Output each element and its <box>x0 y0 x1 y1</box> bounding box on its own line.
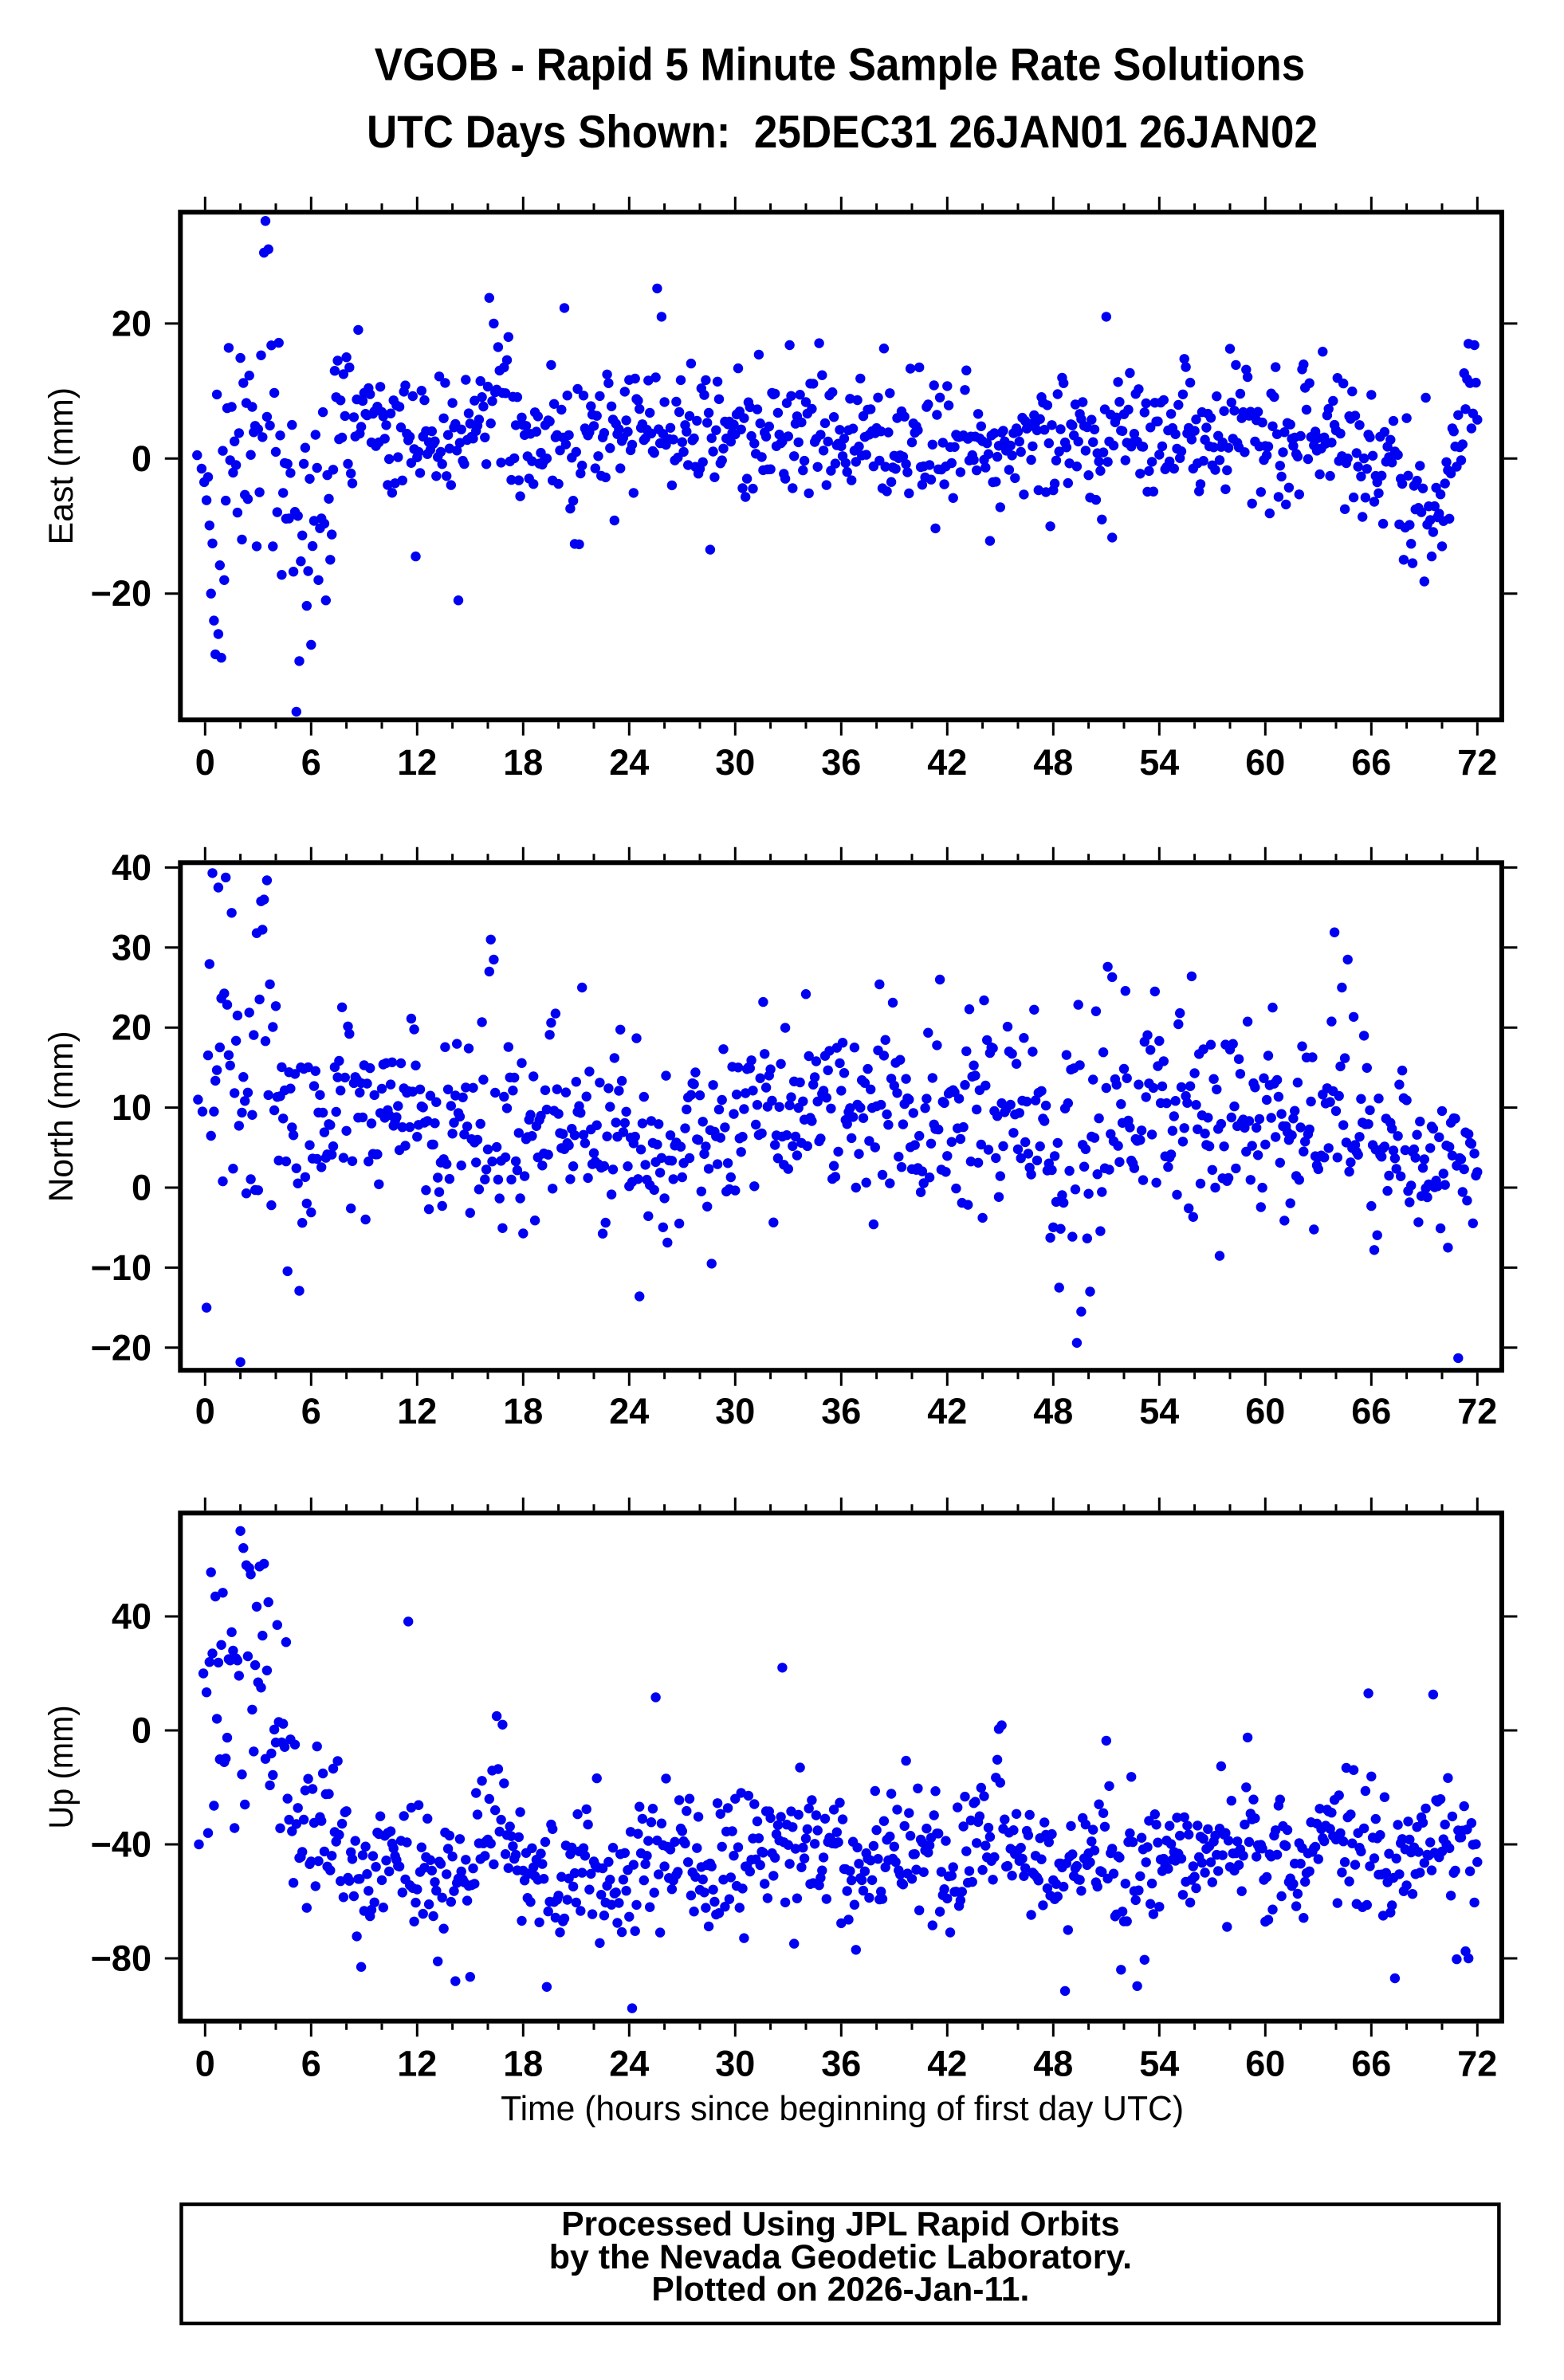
svg-text:0: 0 <box>132 1168 151 1208</box>
svg-text:30: 30 <box>112 927 151 968</box>
svg-text:12: 12 <box>397 1391 437 1432</box>
svg-text:−10: −10 <box>91 1247 151 1288</box>
svg-text:66: 66 <box>1351 1391 1391 1432</box>
svg-text:0: 0 <box>132 438 151 479</box>
svg-text:36: 36 <box>821 2043 861 2083</box>
svg-text:66: 66 <box>1351 2043 1391 2083</box>
svg-text:36: 36 <box>821 1391 861 1432</box>
svg-text:24: 24 <box>609 2043 649 2083</box>
svg-text:72: 72 <box>1457 1391 1497 1432</box>
svg-text:48: 48 <box>1033 742 1073 783</box>
svg-text:−20: −20 <box>91 573 151 614</box>
svg-text:Up (mm): Up (mm) <box>42 1705 81 1828</box>
svg-text:UTC Days Shown: 25DEC31 26JAN: UTC Days Shown: 25DEC31 26JAN01 26JAN02 <box>367 107 1318 158</box>
svg-text:48: 48 <box>1033 1391 1073 1432</box>
svg-text:42: 42 <box>927 2043 967 2083</box>
svg-text:East (mm): East (mm) <box>42 387 81 545</box>
svg-text:54: 54 <box>1139 742 1179 783</box>
svg-text:40: 40 <box>112 847 151 888</box>
svg-text:20: 20 <box>112 1007 151 1048</box>
svg-text:0: 0 <box>195 2043 215 2083</box>
svg-text:54: 54 <box>1139 2043 1179 2083</box>
svg-text:20: 20 <box>112 303 151 344</box>
svg-text:Plotted on 2026-Jan-11.: Plotted on 2026-Jan-11. <box>651 2271 1029 2308</box>
svg-text:0: 0 <box>195 742 215 783</box>
svg-text:0: 0 <box>195 1391 215 1432</box>
svg-text:12: 12 <box>397 742 437 783</box>
svg-text:24: 24 <box>609 742 649 783</box>
svg-text:60: 60 <box>1245 1391 1285 1432</box>
svg-text:42: 42 <box>927 1391 967 1432</box>
svg-text:10: 10 <box>112 1087 151 1128</box>
svg-text:54: 54 <box>1139 1391 1179 1432</box>
svg-text:6: 6 <box>301 1391 321 1432</box>
svg-text:12: 12 <box>397 2043 437 2083</box>
svg-text:Processed Using JPL Rapid Orbi: Processed Using JPL Rapid Orbits <box>561 2206 1119 2244</box>
svg-text:18: 18 <box>503 742 543 783</box>
svg-text:30: 30 <box>715 1391 755 1432</box>
svg-text:60: 60 <box>1245 2043 1285 2083</box>
svg-text:30: 30 <box>715 742 755 783</box>
svg-text:48: 48 <box>1033 2043 1073 2083</box>
svg-text:42: 42 <box>927 742 967 783</box>
svg-text:6: 6 <box>301 2043 321 2083</box>
svg-text:0: 0 <box>132 1710 151 1751</box>
svg-text:−20: −20 <box>91 1327 151 1368</box>
svg-text:Time (hours since beginning of: Time (hours since beginning of first day… <box>501 2089 1184 2128</box>
svg-text:6: 6 <box>301 742 321 783</box>
svg-text:40: 40 <box>112 1596 151 1637</box>
svg-text:30: 30 <box>715 2043 755 2083</box>
svg-text:−40: −40 <box>91 1824 151 1865</box>
svg-text:North (mm): North (mm) <box>42 1031 81 1202</box>
svg-text:18: 18 <box>503 1391 543 1432</box>
svg-text:24: 24 <box>609 1391 649 1432</box>
svg-text:−80: −80 <box>91 1938 151 1979</box>
svg-text:72: 72 <box>1457 2043 1497 2083</box>
svg-text:66: 66 <box>1351 742 1391 783</box>
svg-text:by the Nevada Geodetic Laborat: by the Nevada Geodetic Laboratory. <box>549 2239 1132 2276</box>
svg-text:VGOB - Rapid 5 Minute Sample R: VGOB - Rapid 5 Minute Sample Rate Soluti… <box>375 40 1305 91</box>
svg-text:60: 60 <box>1245 742 1285 783</box>
svg-text:36: 36 <box>821 742 861 783</box>
svg-text:72: 72 <box>1457 742 1497 783</box>
svg-text:18: 18 <box>503 2043 543 2083</box>
